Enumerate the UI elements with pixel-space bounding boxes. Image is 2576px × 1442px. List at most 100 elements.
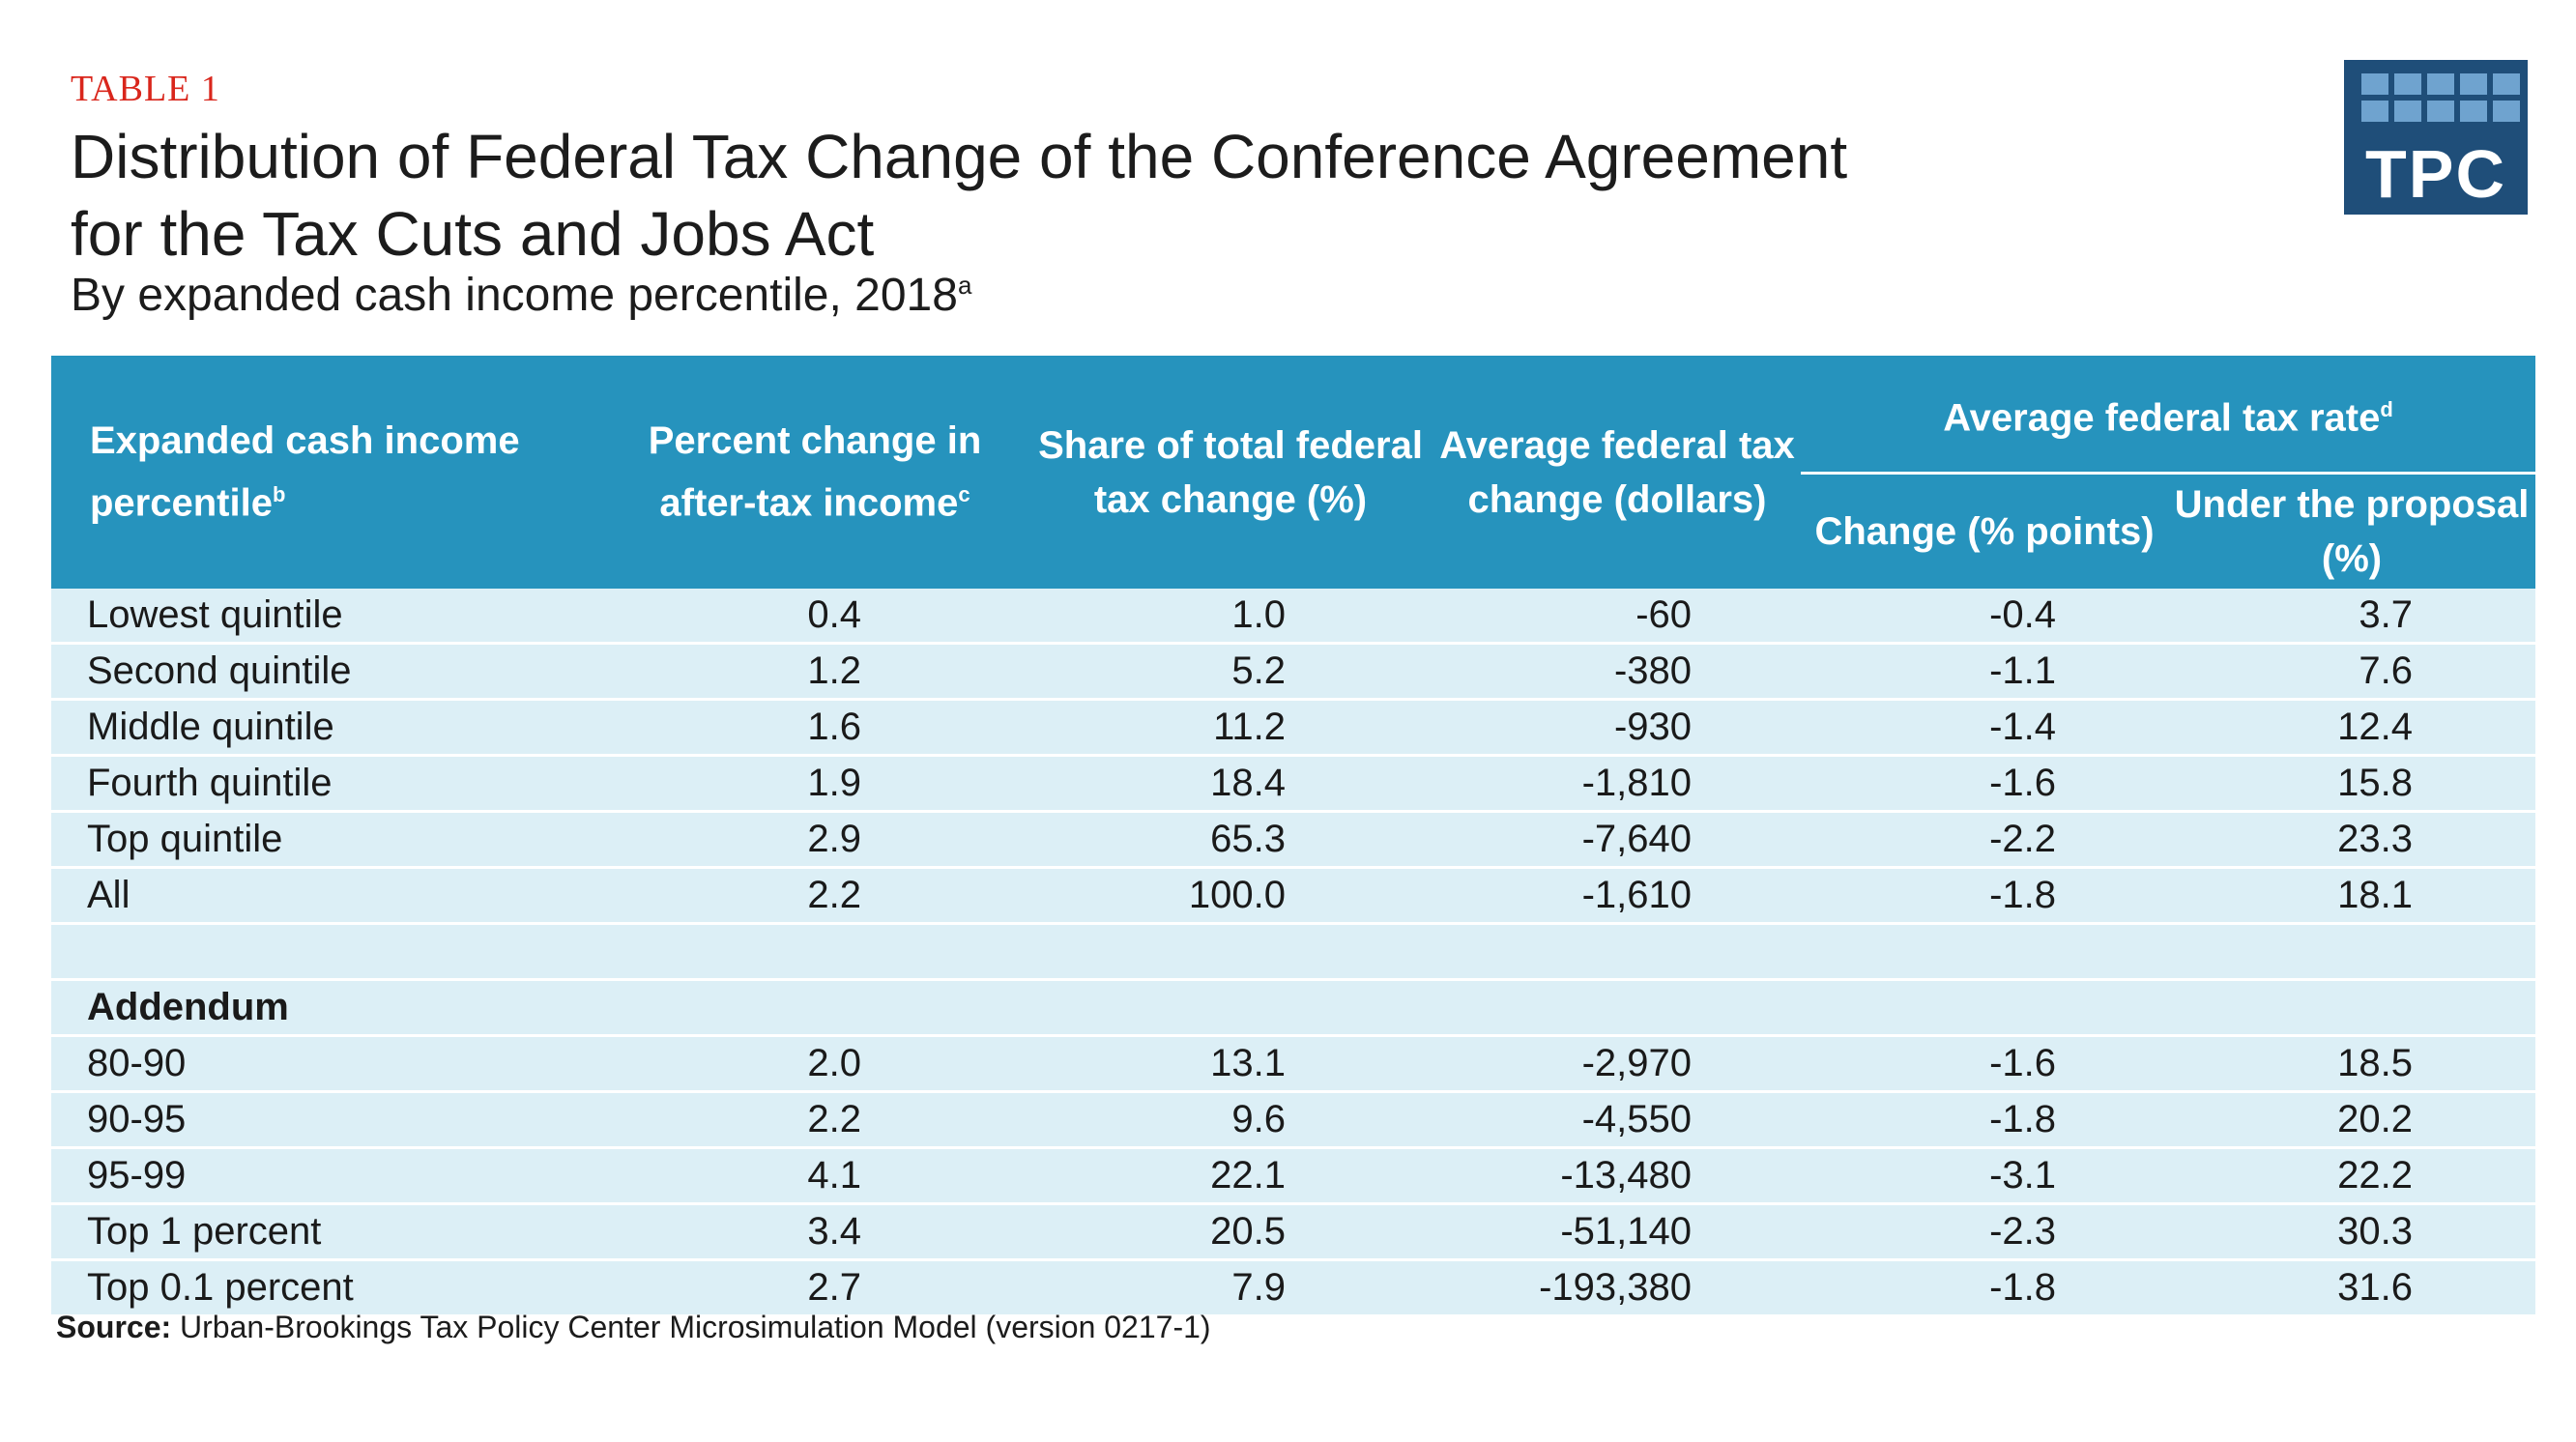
cell-share: 9.6	[1028, 1091, 1433, 1149]
row-label: Fourth quintile	[51, 755, 602, 813]
cell-rate-under: 18.1	[2168, 867, 2536, 925]
column-header-percentile: Expanded cash income percentileb	[51, 356, 602, 589]
source-note: Source: Urban-Brookings Tax Policy Cente…	[56, 1310, 1211, 1345]
cell-avg-change: -193,380	[1433, 1259, 1801, 1317]
cell-share: 5.2	[1028, 643, 1433, 701]
cell-pct-change: 0.4	[602, 589, 1028, 645]
logo-tile	[2361, 73, 2388, 95]
cell-rate-change: -3.1	[1801, 1147, 2168, 1205]
cell-pct-change: 1.6	[602, 699, 1028, 757]
cell-pct-change: 1.2	[602, 643, 1028, 701]
table-row: Fourth quintile 1.9 18.4 -1,810 -1.6 15.…	[51, 755, 2536, 813]
cell-avg-change: -1,810	[1433, 755, 1801, 813]
table-row: Middle quintile 1.6 11.2 -930 -1.4 12.4	[51, 699, 2536, 757]
title-line-2: for the Tax Cuts and Jobs Act	[71, 199, 875, 269]
table-row: Lowest quintile 0.4 1.0 -60 -0.4 3.7	[51, 589, 2536, 645]
logo-tile	[2427, 73, 2454, 95]
cell-pct-change: 2.2	[602, 1091, 1028, 1149]
cell-rate-under: 20.2	[2168, 1091, 2536, 1149]
cell-share: 7.9	[1028, 1259, 1433, 1317]
cell-pct-change: 2.0	[602, 1035, 1028, 1093]
logo-tile	[2394, 73, 2421, 95]
cell-share: 18.4	[1028, 755, 1433, 813]
cell-pct-change: 1.9	[602, 755, 1028, 813]
cell-share: 11.2	[1028, 699, 1433, 757]
cell-rate-change: -1.6	[1801, 755, 2168, 813]
subtitle: By expanded cash income percentile, 2018…	[71, 269, 971, 322]
tpc-logo: TPC	[2344, 60, 2528, 215]
cell-rate-under: 18.5	[2168, 1035, 2536, 1093]
cell-rate-under: 30.3	[2168, 1203, 2536, 1261]
distribution-table: Expanded cash income percentileb Percent…	[51, 356, 2536, 1317]
row-label: Top 0.1 percent	[51, 1259, 602, 1317]
cell-rate-change: -1.8	[1801, 1091, 2168, 1149]
logo-tile	[2427, 101, 2454, 122]
logo-tile-grid	[2361, 73, 2520, 122]
table-label: TABLE 1	[71, 69, 220, 109]
cell-rate-change: -1.6	[1801, 1035, 2168, 1093]
table-row: Top 0.1 percent 2.7 7.9 -193,380 -1.8 31…	[51, 1259, 2536, 1317]
row-label: Lowest quintile	[51, 589, 602, 645]
addendum-label: Addendum	[51, 979, 2536, 1037]
cell-share: 1.0	[1028, 589, 1433, 645]
table-row: Top 1 percent 3.4 20.5 -51,140 -2.3 30.3	[51, 1203, 2536, 1261]
column-header-avg-change: Average federal tax change (dollars)	[1433, 356, 1801, 589]
cell-rate-under: 23.3	[2168, 811, 2536, 869]
cell-share: 100.0	[1028, 867, 1433, 925]
column-header-rate-under: Under the proposal (%)	[2168, 473, 2536, 589]
cell-rate-under: 7.6	[2168, 643, 2536, 701]
column-header-share: Share of total federal tax change (%)	[1028, 356, 1433, 589]
logo-text: TPC	[2365, 136, 2506, 212]
subtitle-text: By expanded cash income percentile, 2018	[71, 270, 958, 321]
cell-rate-change: -1.4	[1801, 699, 2168, 757]
cell-avg-change: -7,640	[1433, 811, 1801, 869]
cell-rate-under: 15.8	[2168, 755, 2536, 813]
logo-tile	[2460, 101, 2487, 122]
table-row: 80-90 2.0 13.1 -2,970 -1.6 18.5	[51, 1035, 2536, 1093]
cell-share: 20.5	[1028, 1203, 1433, 1261]
cell-share: 22.1	[1028, 1147, 1433, 1205]
row-label: Top quintile	[51, 811, 602, 869]
cell-avg-change: -4,550	[1433, 1091, 1801, 1149]
column-header-pct-change: Percent change in after-tax incomec	[602, 356, 1028, 589]
cell-pct-change: 2.9	[602, 811, 1028, 869]
table-row: 95-99 4.1 22.1 -13,480 -3.1 22.2	[51, 1147, 2536, 1205]
cell-pct-change: 4.1	[602, 1147, 1028, 1205]
cell-share: 65.3	[1028, 811, 1433, 869]
cell-rate-under: 3.7	[2168, 589, 2536, 645]
cell-pct-change: 2.7	[602, 1259, 1028, 1317]
table-row: 90-95 2.2 9.6 -4,550 -1.8 20.2	[51, 1091, 2536, 1149]
subtitle-footnote-marker: a	[957, 271, 972, 300]
cell-avg-change: -51,140	[1433, 1203, 1801, 1261]
cell-rate-under: 31.6	[2168, 1259, 2536, 1317]
logo-tile	[2493, 73, 2520, 95]
cell-rate-change: -0.4	[1801, 589, 2168, 645]
cell-rate-change: -2.3	[1801, 1203, 2168, 1261]
cell-avg-change: -2,970	[1433, 1035, 1801, 1093]
logo-tile	[2361, 101, 2388, 122]
cell-rate-change: -1.8	[1801, 1259, 2168, 1317]
cell-avg-change: -1,610	[1433, 867, 1801, 925]
cell-rate-change: -1.1	[1801, 643, 2168, 701]
table-row: Second quintile 1.2 5.2 -380 -1.1 7.6	[51, 643, 2536, 701]
source-label: Source:	[56, 1310, 172, 1344]
addendum-header-row: Addendum	[51, 979, 2536, 1037]
page-title: Distribution of Federal Tax Change of th…	[71, 118, 2197, 273]
row-label: 95-99	[51, 1147, 602, 1205]
spacer-row	[51, 923, 2536, 981]
row-label: Top 1 percent	[51, 1203, 602, 1261]
cell-avg-change: -13,480	[1433, 1147, 1801, 1205]
row-label: Second quintile	[51, 643, 602, 701]
cell-pct-change: 3.4	[602, 1203, 1028, 1261]
cell-pct-change: 2.2	[602, 867, 1028, 925]
table-row: All 2.2 100.0 -1,610 -1.8 18.1	[51, 867, 2536, 925]
row-label: 80-90	[51, 1035, 602, 1093]
cell-rate-change: -1.8	[1801, 867, 2168, 925]
cell-avg-change: -60	[1433, 589, 1801, 645]
cell-avg-change: -380	[1433, 643, 1801, 701]
cell-avg-change: -930	[1433, 699, 1801, 757]
row-label: All	[51, 867, 602, 925]
spacer-cell	[51, 923, 2536, 981]
logo-tile	[2460, 73, 2487, 95]
cell-share: 13.1	[1028, 1035, 1433, 1093]
